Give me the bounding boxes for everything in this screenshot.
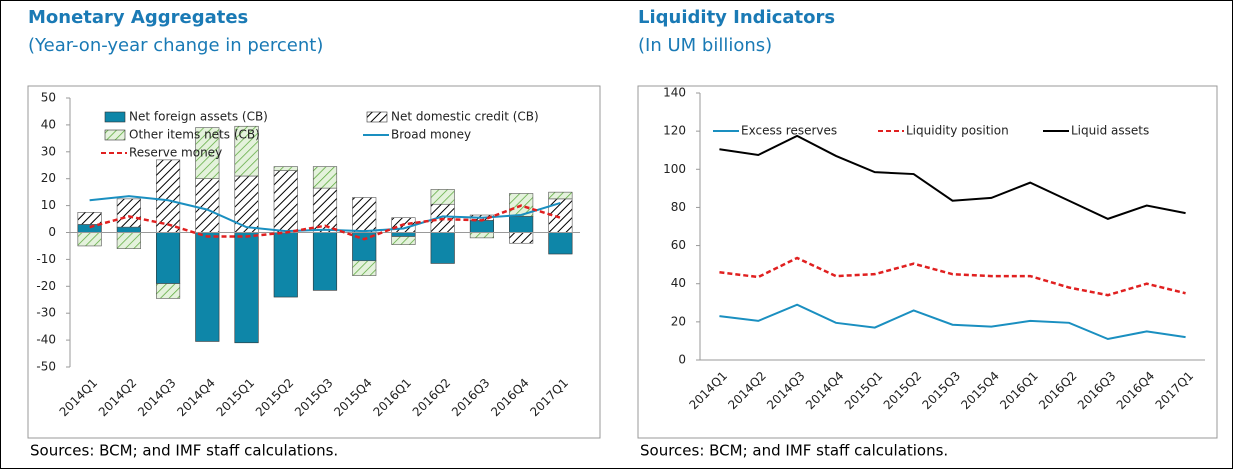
bar: [509, 216, 534, 233]
legend-swatch: [104, 111, 126, 123]
bar: [430, 189, 455, 205]
bar: [548, 191, 573, 200]
bar: [234, 232, 259, 344]
line: [719, 256, 1186, 297]
bar: [156, 283, 181, 299]
y-tick-label: 60: [671, 238, 686, 252]
bar: [469, 232, 494, 239]
y-tick-label: 100: [663, 162, 686, 176]
bar: [548, 232, 573, 255]
legend-label: Net domestic credit (CB): [391, 110, 539, 124]
source: Sources: BCM; and IMF staff calculations…: [640, 442, 948, 460]
bar: [116, 226, 141, 233]
bar: [77, 212, 102, 225]
y-tick-label: 20: [671, 314, 686, 328]
chart-title: Monetary Aggregates: [28, 7, 248, 28]
y-tick-label: -30: [36, 306, 56, 320]
bar: [273, 170, 298, 233]
y-tick-label: 120: [663, 124, 686, 138]
bar: [273, 232, 298, 298]
bar: [352, 197, 377, 233]
y-tick-label: 40: [671, 276, 686, 290]
bar: [352, 260, 377, 276]
chart-subtitle: (Year-on-year change in percent): [28, 35, 323, 56]
y-tick-label: 140: [663, 86, 686, 100]
legend-label: Other items nets (CB): [129, 128, 260, 142]
bar: [469, 220, 494, 233]
plot-box: [27, 85, 601, 439]
line: [89, 195, 561, 233]
chart-title: Liquidity Indicators: [638, 7, 835, 28]
line: [89, 204, 561, 241]
bar: [509, 232, 534, 244]
bar: [391, 236, 416, 245]
y-tick-label: 80: [671, 200, 686, 214]
chart-subtitle: (In UM billions): [638, 35, 772, 56]
bar: [273, 166, 298, 171]
source: Sources: BCM; and IMF staff calculations…: [30, 442, 338, 460]
bar: [312, 232, 338, 291]
y-tick-label: 0: [48, 225, 56, 239]
line: [719, 303, 1186, 341]
y-tick-label: 20: [41, 171, 56, 185]
y-tick-label: -20: [36, 279, 56, 293]
legend-swatch: [366, 111, 388, 123]
bar: [234, 125, 259, 177]
legend-label: Liquidity position: [906, 124, 1009, 138]
y-tick-label: 50: [41, 91, 56, 105]
legend-swatch: [104, 129, 126, 141]
bar: [77, 232, 102, 247]
y-tick-label: 30: [41, 144, 56, 158]
bar: [156, 232, 181, 284]
legend-label: Reserve money: [129, 146, 222, 160]
bar: [391, 232, 416, 237]
bar: [195, 232, 220, 342]
bar: [430, 232, 455, 264]
y-tick-label: 40: [41, 117, 56, 131]
y-tick-label: 0: [678, 353, 686, 367]
plot-box: [637, 85, 1218, 439]
bar: [312, 166, 338, 189]
y-tick-label: 10: [41, 198, 56, 212]
y-tick-label: -40: [36, 333, 56, 347]
y-tick-label: -50: [36, 360, 56, 374]
bar: [195, 127, 220, 179]
bar: [195, 178, 220, 233]
legend-label: Excess reserves: [741, 124, 837, 138]
bar: [116, 232, 141, 249]
legend-label: Broad money: [391, 128, 471, 142]
legend-label: Net foreign assets (CB): [129, 110, 268, 124]
y-tick-label: -10: [36, 252, 56, 266]
bar: [116, 198, 141, 228]
line: [719, 134, 1186, 220]
legend-label: Liquid assets: [1071, 124, 1149, 138]
